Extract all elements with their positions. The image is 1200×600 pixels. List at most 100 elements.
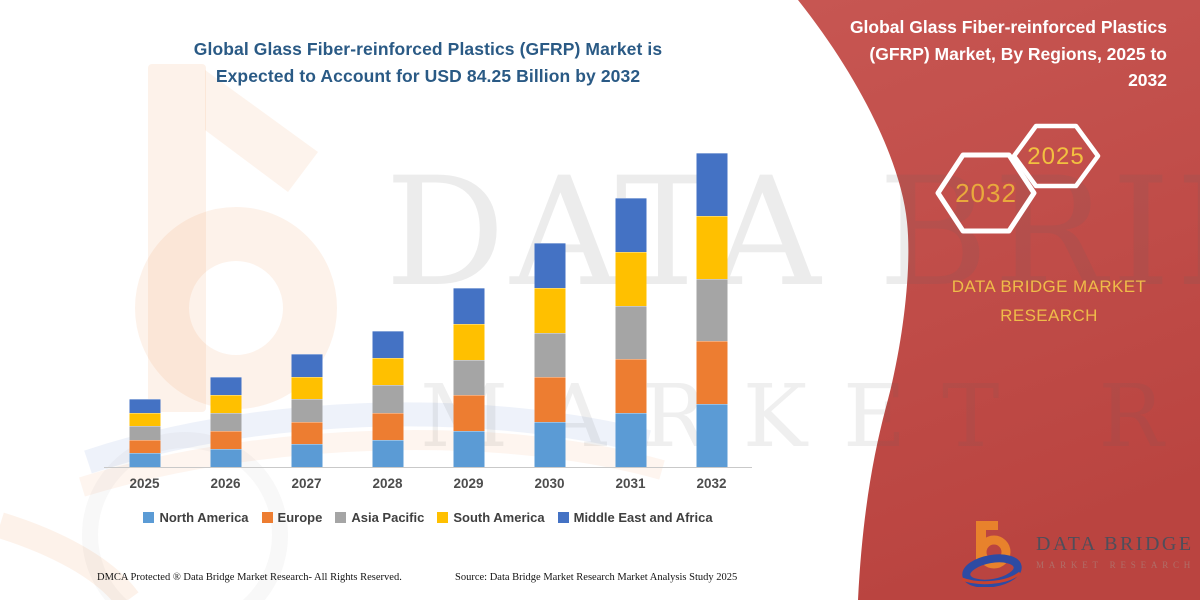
bar-2029 xyxy=(453,288,484,467)
x-axis-label-2030: 2030 xyxy=(534,476,565,491)
bar-segment-south-america xyxy=(210,395,241,413)
footer-source-text: Source: Data Bridge Market Research Mark… xyxy=(455,572,738,583)
chart-title: Global Glass Fiber-reinforced Plastics (… xyxy=(120,36,736,90)
legend-swatch-north-america xyxy=(143,512,155,523)
bar-slot-2031 xyxy=(590,140,671,467)
bar-segment-europe xyxy=(372,412,403,440)
x-axis-label-2028: 2028 xyxy=(372,476,403,491)
bar-segment-north-america xyxy=(696,404,727,467)
legend-item-asia-pacific: Asia Pacific xyxy=(335,510,424,525)
bar-2028 xyxy=(372,331,403,467)
legend-swatch-south-america xyxy=(437,512,449,523)
bar-segment-north-america xyxy=(372,439,403,467)
x-axis-label-2031: 2031 xyxy=(615,476,646,491)
data-bridge-logo: DATA BRIDGE MARKET RESEARCH xyxy=(956,515,1195,587)
bar-segment-asia-pacific xyxy=(210,413,241,431)
legend-label-north-america: North America xyxy=(159,510,249,525)
legend-item-north-america: North America xyxy=(143,510,249,525)
legend-label-south-america: South America xyxy=(453,510,545,525)
bar-segment-south-america xyxy=(696,215,727,279)
brand-text-line1: DATA BRIDGE MARKET xyxy=(951,277,1147,296)
bar-segment-south-america xyxy=(372,358,403,386)
bar-segment-europe xyxy=(696,341,727,405)
bar-segment-asia-pacific xyxy=(696,278,727,342)
chart-title-line2: Expected to Account for USD 84.25 Billio… xyxy=(215,66,641,86)
bar-segment-europe xyxy=(291,421,322,445)
footer-dmca-text: DMCA Protected ® Data Bridge Market Rese… xyxy=(97,572,402,583)
bar-segment-north-america xyxy=(291,444,322,467)
logo-name-text: DATA BRIDGE xyxy=(1036,532,1194,555)
bar-2032 xyxy=(696,153,727,467)
logo-subtitle-text: MARKET RESEARCH xyxy=(1036,559,1196,570)
red-panel-shape xyxy=(798,0,1200,600)
bar-segment-europe xyxy=(453,395,484,432)
chart-title-line1: Global Glass Fiber-reinforced Plastics (… xyxy=(193,39,663,59)
bar-segment-north-america xyxy=(615,413,646,467)
bar-segment-north-america xyxy=(534,422,565,467)
x-axis-label-2025: 2025 xyxy=(129,476,160,491)
brand-text-line2: RESEARCH xyxy=(1000,306,1098,325)
bar-segment-asia-pacific xyxy=(615,305,646,360)
x-axis-label-2032: 2032 xyxy=(696,476,727,491)
legend-swatch-asia-pacific xyxy=(335,512,347,523)
legend-item-south-america: South America xyxy=(437,510,545,525)
panel-title-line2: (GFRP) Market, By Regions, 2025 to xyxy=(869,43,1167,64)
chart-legend: North America Europe Asia Pacific South Ame… xyxy=(104,510,752,525)
bar-segment-europe xyxy=(534,377,565,423)
bar-segment-middle-east-and-africa xyxy=(291,354,322,377)
brand-text: DATA BRIDGE MARKET RESEARCH xyxy=(918,272,1180,330)
bar-2026 xyxy=(210,377,241,467)
bar-slot-2032 xyxy=(671,140,752,467)
bar-segment-europe xyxy=(129,439,160,454)
panel-title-line1: Global Glass Fiber-reinforced Plastics xyxy=(849,17,1167,37)
bar-segment-south-america xyxy=(615,251,646,306)
bar-segment-north-america xyxy=(453,431,484,467)
bar-segment-middle-east-and-africa xyxy=(453,288,484,324)
hexagon-2032 xyxy=(935,152,1037,234)
bar-2025 xyxy=(129,399,160,467)
legend-label-middle-east-and-africa: Middle East and Africa xyxy=(573,510,713,525)
panel-title: Global Glass Fiber-reinforced Plastics (… xyxy=(797,14,1167,94)
bar-segment-north-america xyxy=(129,453,160,467)
bar-slot-2028 xyxy=(347,140,428,467)
bar-segment-middle-east-and-africa xyxy=(696,153,727,216)
bar-segment-europe xyxy=(615,359,646,414)
bar-segment-middle-east-and-africa xyxy=(210,377,241,395)
bar-segment-asia-pacific xyxy=(291,399,322,422)
plot-area xyxy=(104,140,752,468)
legend-label-europe: Europe xyxy=(277,510,323,525)
bar-slot-2025 xyxy=(104,140,185,467)
bar-slot-2027 xyxy=(266,140,347,467)
bar-segment-middle-east-and-africa xyxy=(129,399,160,413)
bar-segment-asia-pacific xyxy=(372,385,403,413)
bar-slot-2026 xyxy=(185,140,266,467)
bar-segment-south-america xyxy=(534,287,565,333)
x-axis-label-2029: 2029 xyxy=(453,476,484,491)
data-bridge-logo-icon xyxy=(961,521,1022,587)
hexagon-2032-label: 2032 xyxy=(955,178,1017,208)
legend-item-middle-east-and-africa: Middle East and Africa xyxy=(557,510,713,525)
bar-2031 xyxy=(615,198,646,467)
bar-2027 xyxy=(291,354,322,467)
bar-segment-south-america xyxy=(129,412,160,427)
bar-segment-middle-east-and-africa xyxy=(615,198,646,252)
bar-2030 xyxy=(534,243,565,467)
bar-segment-asia-pacific xyxy=(453,359,484,396)
x-axis-label-2027: 2027 xyxy=(291,476,322,491)
panel-title-line3: 2032 xyxy=(1128,70,1167,90)
hexagon-2025-label: 2025 xyxy=(1027,143,1084,170)
legend-swatch-europe xyxy=(261,512,273,523)
bar-slot-2030 xyxy=(509,140,590,467)
bar-segment-north-america xyxy=(210,449,241,467)
legend-item-europe: Europe xyxy=(261,510,323,525)
legend-swatch-middle-east-and-africa xyxy=(557,512,569,523)
hexagon-2025 xyxy=(1011,123,1101,189)
bar-segment-middle-east-and-africa xyxy=(534,243,565,288)
bar-segment-middle-east-and-africa xyxy=(372,331,403,359)
logo-text-block: DATA BRIDGE MARKET RESEARCH xyxy=(1036,533,1195,570)
bar-segment-south-america xyxy=(453,323,484,360)
bar-segment-south-america xyxy=(291,376,322,400)
bar-segment-asia-pacific xyxy=(129,426,160,440)
bar-slot-2029 xyxy=(428,140,509,467)
